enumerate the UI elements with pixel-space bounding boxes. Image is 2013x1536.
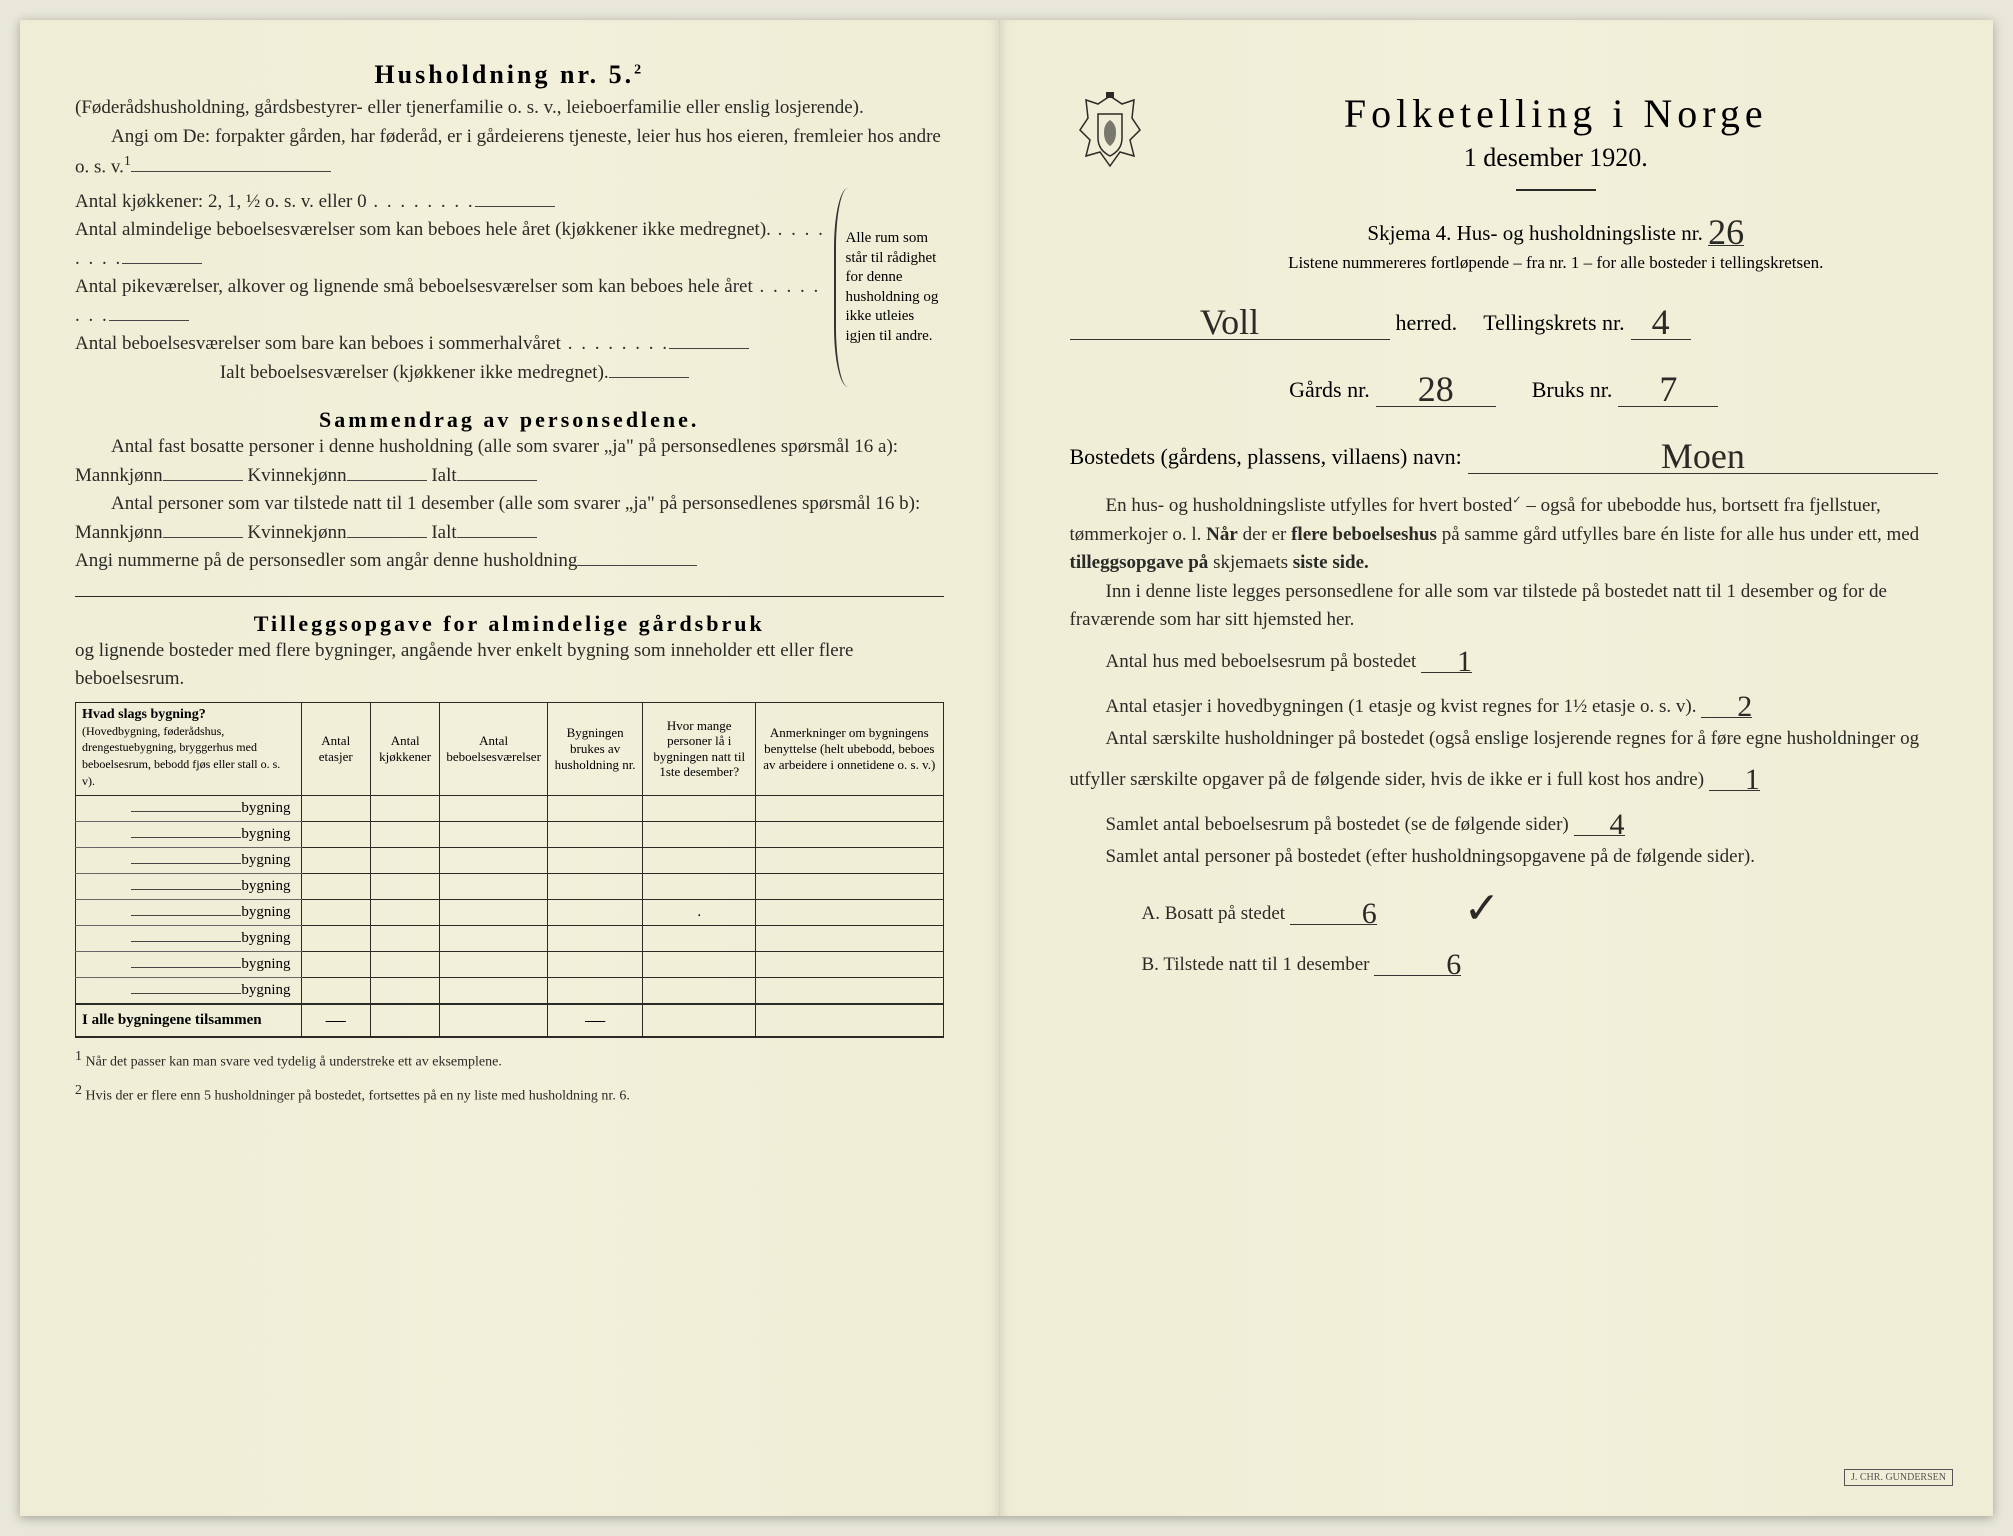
h5-angi: Angi om De: forpakter gården, har føderå… [75, 123, 944, 182]
b-value: 6 [1374, 942, 1461, 987]
printer-mark: J. CHR. GUNDERSEN [1844, 1469, 1953, 1486]
table-total-row: I alle bygningene tilsammen —— [76, 1004, 944, 1037]
total-label: I alle bygningene tilsammen [76, 1004, 302, 1037]
krets-value: 4 [1652, 301, 1670, 343]
table-row: bygning [76, 847, 944, 873]
saer-value: 1 [1709, 757, 1760, 802]
table-row: bygning [76, 873, 944, 899]
bruk-value: 7 [1659, 368, 1677, 410]
building-table: Hvad slags bygning? (Hovedbygning, føder… [75, 702, 944, 1038]
total-rooms: Ialt beboelsesværelser (kjøkkener ikke m… [75, 359, 834, 388]
etasjer-line: Antal etasjer i hovedbygningen (1 etasje… [1070, 680, 1939, 725]
col2-header: Antal etasjer [301, 702, 370, 795]
col4-header: Antal beboelsesværelser [440, 702, 548, 795]
document-spread: Husholdning nr. 5.2 (Føderådshusholdning… [20, 20, 1993, 1516]
coat-of-arms-icon [1070, 90, 1150, 190]
sammendrag-title: Sammendrag av personsedlene. [75, 407, 944, 433]
h5-sup: 2 [634, 62, 644, 77]
tilstede-b-line: B. Tilstede natt til 1 desember 6 [1070, 938, 1939, 983]
table-row: bygning [76, 925, 944, 951]
pike-rooms: Antal pikeværelser, alkover og lignende … [75, 273, 834, 330]
bosted-value: Moen [1661, 435, 1745, 477]
building-rows: bygning bygning bygning bygning bygning.… [76, 795, 944, 1037]
col6-header: Hvor mange personer lå i bygningen natt … [643, 702, 756, 795]
samlet-rum-line: Samlet antal beboelsesrum på bostedet (s… [1070, 798, 1939, 843]
table-header-row: Hvad slags bygning? (Hovedbygning, føder… [76, 702, 944, 795]
skjema-line: Skjema 4. Hus- og husholdningsliste nr. … [1174, 207, 1939, 249]
rooms-block: Antal kjøkkener: 2, 1, ½ o. s. v. eller … [75, 188, 944, 388]
etasjer-value: 2 [1701, 684, 1752, 729]
checkmark-icon: ✓ [1392, 876, 1501, 942]
bosatt-a-line: A. Bosatt på stedet 6 ✓ [1070, 872, 1939, 938]
body-paragraphs: En hus- og husholdningsliste utfylles fo… [1070, 492, 1939, 983]
para-2: Inn i denne liste legges personsedlene f… [1070, 578, 1939, 635]
h5-subtitle: (Føderådshusholdning, gårdsbestyrer- ell… [75, 94, 944, 123]
krets-label: Tellingskrets nr. [1483, 310, 1624, 336]
angi-nummerne: Angi nummerne på de personsedler som ang… [75, 547, 944, 576]
gard-value: 28 [1418, 368, 1454, 410]
tilstede-line: Antal personer som var tilstede natt til… [75, 490, 944, 547]
fast-bosatte: Antal fast bosatte personer i denne hush… [75, 433, 944, 490]
col1-header: Hvad slags bygning? (Hovedbygning, føder… [76, 702, 302, 795]
herred-value: Voll [1200, 301, 1259, 343]
samlet-rum-value: 4 [1574, 802, 1625, 847]
footnote-2: 2 Hvis der er flere enn 5 husholdninger … [75, 1082, 944, 1106]
rooms-all-year: Antal almindelige beboelsesværelser som … [75, 216, 834, 273]
bruk-label: Bruks nr. [1532, 377, 1613, 403]
samlet-pers-line: Samlet antal personer på bostedet (efter… [1070, 843, 1939, 872]
h5-angi-text: Angi om De: forpakter gården, har føderå… [75, 126, 941, 178]
title-divider [1516, 189, 1596, 191]
table-row: bygning [76, 977, 944, 1004]
listene-note: Listene nummereres fortløpende – fra nr.… [1174, 253, 1939, 273]
table-row: bygning [76, 795, 944, 821]
tillegg-title: Tilleggsopgave for almindelige gårdsbruk [75, 596, 944, 637]
gard-row: Gårds nr. 28 Bruks nr. 7 [1070, 364, 1939, 407]
bosted-label: Bostedets (gårdens, plassens, villaens) … [1070, 444, 1462, 470]
main-title: Folketelling i Norge [1174, 90, 1939, 137]
para-1: En hus- og husholdningsliste utfylles fo… [1070, 492, 1939, 578]
col7-header: Anmerkninger om bygningens benyttelse (h… [756, 702, 943, 795]
saerskilte-line: Antal særskilte husholdninger på bostede… [1070, 725, 1939, 799]
brace-note: Alle rum som står til rådighet for denne… [834, 188, 944, 388]
summer-rooms: Antal beboelsesværelser som bare kan beb… [75, 330, 834, 359]
col3-header: Antal kjøkkener [370, 702, 439, 795]
left-page: Husholdning nr. 5.2 (Føderådshusholdning… [20, 20, 1000, 1516]
table-row: bygning. [76, 899, 944, 925]
herred-label: herred. [1396, 310, 1458, 336]
title-row: Folketelling i Norge 1 desember 1920. Sk… [1070, 90, 1939, 273]
household-5-title: Husholdning nr. 5.2 [75, 60, 944, 90]
footnote-1: 1 Når det passer kan man svare ved tydel… [75, 1048, 944, 1072]
gard-label: Gårds nr. [1289, 377, 1370, 403]
col5-header: Bygningen brukes av husholdning nr. [547, 702, 642, 795]
a-value: 6 [1290, 891, 1377, 936]
h5-title-text: Husholdning nr. 5. [374, 60, 634, 89]
table-row: bygning [76, 821, 944, 847]
antal-hus-line: Antal hus med beboelsesrum på bostedet 1 [1070, 635, 1939, 680]
right-page: Folketelling i Norge 1 desember 1920. Sk… [1000, 20, 1994, 1516]
bosted-row: Bostedets (gårdens, plassens, villaens) … [1070, 431, 1939, 474]
skjema-value: 26 [1708, 211, 1744, 253]
herred-row: Voll herred. Tellingskrets nr. 4 [1070, 297, 1939, 340]
antal-hus-value: 1 [1421, 639, 1472, 684]
subtitle-date: 1 desember 1920. [1174, 143, 1939, 173]
kitchens-line: Antal kjøkkener: 2, 1, ½ o. s. v. eller … [75, 188, 834, 217]
tillegg-sub: og lignende bosteder med flere bygninger… [75, 637, 944, 694]
table-row: bygning [76, 951, 944, 977]
